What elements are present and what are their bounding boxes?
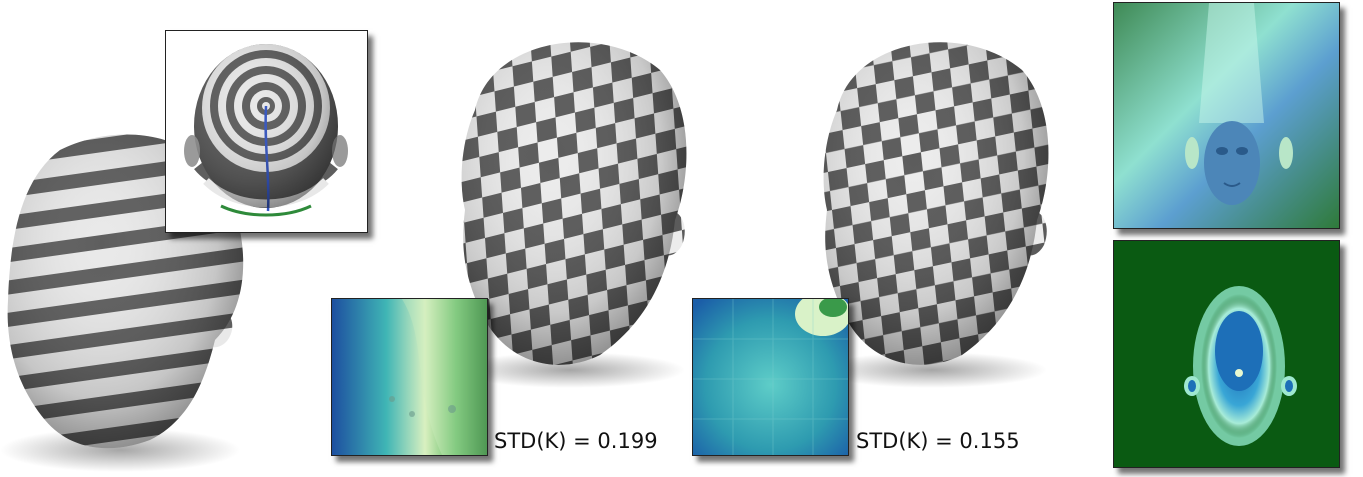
color-map [1114,3,1339,228]
std-caption-1: STD(K) = 0.199 [494,429,658,453]
spiral-inset [166,31,367,232]
distance-map [1114,241,1339,467]
checker-head-2 [817,42,1049,388]
checker-head-2-panel [812,20,1062,390]
curvature-map-2-panel [692,298,849,456]
curvature-map-1 [332,299,487,455]
checker-head-1 [455,42,687,388]
curvature-map-1-panel [331,298,488,456]
spiral-inset-panel [165,30,368,233]
distance-map-panel [1113,240,1340,468]
std-caption-2: STD(K) = 0.155 [856,429,1020,453]
checker-head-1-panel [450,20,700,390]
color-map-panel [1113,2,1340,229]
curvature-map-2 [693,299,848,455]
